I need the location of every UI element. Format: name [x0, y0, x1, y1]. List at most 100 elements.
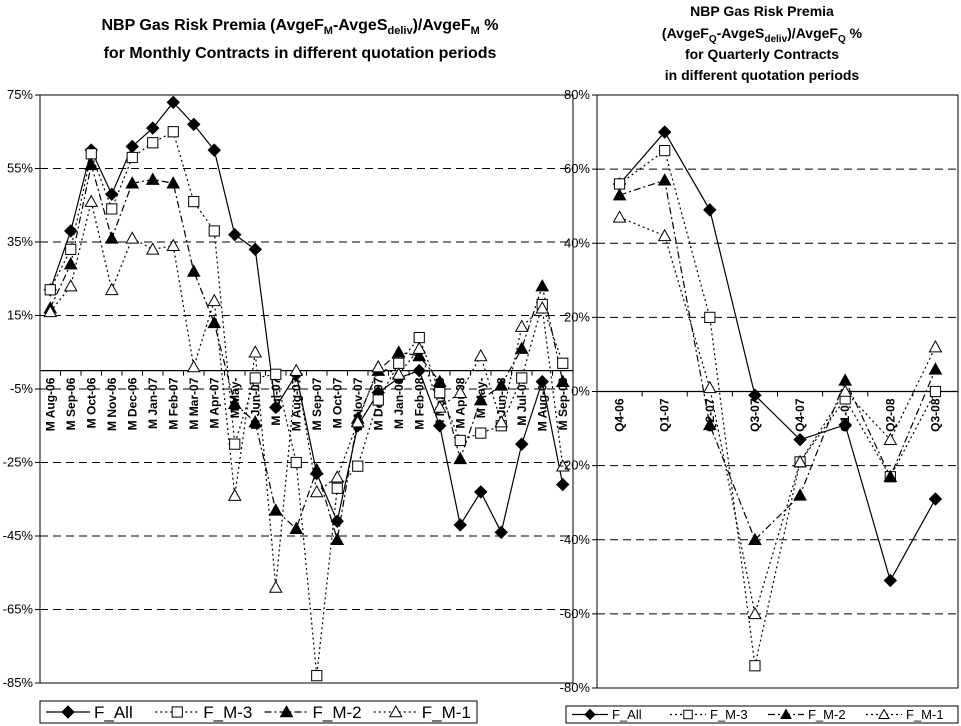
left-point-F_All: [535, 374, 549, 389]
right-point-F_M-3: [704, 311, 716, 323]
right-point-F_All: [657, 125, 672, 139]
left-point-F_M-1: [63, 279, 78, 292]
left-chart-title-line1: NBP Gas Risk Premia (AvgeFM-AvgeSdeliv)/…: [101, 17, 498, 37]
left-legend-marker-F_M-2: [279, 704, 294, 718]
left-point-F_M-1: [309, 484, 324, 498]
right-point-F_M-2: [793, 488, 807, 501]
left-chart-title-line2: for Monthly Contracts in different quota…: [104, 45, 497, 62]
left-point-F_M-3: [249, 372, 261, 384]
right-y-tick-label: 20%: [564, 309, 590, 324]
left-category-label: M Jan-08: [392, 377, 406, 429]
left-point-F_All: [228, 227, 242, 242]
left-point-F_All: [515, 437, 529, 451]
left-point-F_M-3: [413, 331, 425, 344]
left-point-F_M-1: [145, 242, 160, 255]
left-point-F_M-1: [412, 341, 427, 354]
right-chart-title-line3: for Quarterly Contracts: [685, 46, 839, 62]
right-point-F_M-1: [838, 384, 853, 397]
right-point-F_M-1: [657, 228, 672, 242]
left-point-F_M-3: [167, 126, 179, 138]
left-point-F_M-2: [473, 392, 488, 406]
left-point-F_M-3: [475, 427, 487, 439]
right-point-F_M-2: [612, 188, 627, 201]
left-point-F_M-3: [311, 670, 323, 682]
left-legend-label-F_M-1: F_M-1: [422, 703, 471, 722]
right-point-F_M-3: [749, 660, 761, 672]
left-point-F_M-1: [289, 363, 304, 376]
left-series-line-F_M-2: [49, 164, 564, 540]
left-y-tick-label: 15%: [7, 308, 33, 323]
left-point-F_M-2: [104, 231, 119, 244]
right-legend-label-F_All: F_All: [612, 707, 642, 722]
left-point-F_M-1: [555, 459, 570, 472]
left-point-F_All: [330, 514, 344, 529]
right-legend-marker-F_M-1: [878, 708, 890, 719]
left-legend-box: [39, 700, 478, 724]
left-point-F_All: [64, 224, 78, 238]
left-point-F_M-3: [188, 195, 200, 208]
right-legend-marker-F_All: [584, 708, 596, 721]
left-category-label: M Jul-08: [515, 377, 529, 425]
right-point-F_M-3: [929, 385, 942, 398]
left-series-line-F_All: [49, 101, 564, 535]
left-point-F_M-2: [514, 341, 529, 354]
left-point-F_M-1: [268, 580, 283, 593]
left-point-F_M-2: [186, 264, 201, 277]
left-point-F_M-2: [432, 374, 447, 387]
right-point-F_M-1: [702, 380, 717, 394]
left-point-F_M-2: [248, 415, 263, 428]
left-category-label: M Sep-06: [64, 377, 78, 430]
left-point-F_M-2: [227, 396, 242, 409]
left-legend-marker-F_All: [61, 705, 75, 719]
left-point-F_M-1: [125, 231, 140, 244]
right-point-F_All: [838, 418, 852, 432]
left-point-F_M-3: [44, 284, 56, 296]
left-y-tick-label: -65%: [3, 602, 34, 617]
left-category-label: M Jan-07: [146, 377, 160, 429]
left-y-tick-label: 35%: [7, 234, 33, 249]
right-point-F_M-2: [657, 173, 672, 186]
left-point-F_All: [494, 525, 508, 540]
right-legend-marker-F_M-3: [683, 709, 693, 720]
right-category-label: Q1-07: [658, 398, 672, 432]
right-legend-marker-F_M-2: [780, 708, 792, 719]
left-point-F_M-2: [412, 348, 427, 362]
left-category-label: M Nov-07: [351, 377, 365, 431]
left-point-F_M-2: [453, 451, 468, 465]
right-point-F_M-1: [793, 454, 807, 468]
right-chart-title-line1: NBP Gas Risk Premia: [690, 3, 834, 19]
left-legend-marker-F_M-1: [388, 704, 403, 718]
left-category-label: M Mar-07: [187, 377, 201, 429]
left-point-F_M-1: [350, 415, 365, 428]
left-category-label: M Apr-07: [207, 377, 221, 428]
right-category-label: Q3-08: [928, 398, 942, 432]
left-point-F_M-3: [372, 394, 384, 406]
right-point-F_All: [793, 432, 807, 447]
left-point-F_All: [105, 187, 119, 201]
left-point-F_M-3: [85, 148, 97, 160]
right-point-F_M-2: [883, 469, 898, 483]
right-point-F_M-1: [883, 432, 898, 445]
left-point-F_All: [412, 363, 426, 378]
left-y-tick-label: -5%: [10, 381, 34, 396]
left-category-label: M Apr-08: [453, 377, 467, 428]
left-point-F_All: [269, 400, 283, 415]
right-point-F_All: [748, 388, 762, 402]
left-point-F_M-3: [454, 434, 466, 447]
right-legend-box: [565, 705, 959, 724]
right-plot-area: 80% 60% 40% 20% 0% -20% -40% -60% -80% Q4-06 Q1-07…: [560, 87, 959, 695]
right-y-tick-label: 80%: [564, 87, 590, 102]
left-category-label: M Aug-07: [289, 377, 303, 431]
left-point-F_All: [248, 242, 262, 257]
left-point-F_M-1: [227, 488, 242, 501]
right-point-F_M-2: [928, 362, 943, 375]
left-point-F_M-1: [494, 415, 509, 428]
right-y-tick-label: -20%: [560, 458, 591, 473]
left-point-F_M-3: [516, 372, 528, 384]
left-point-F_M-1: [248, 345, 263, 358]
right-legend: F_All F_M-3 F_M-2 F_M-1: [565, 705, 959, 724]
left-category-label: M Dec-06: [125, 377, 139, 430]
right-point-F_All: [883, 573, 898, 588]
left-point-F_M-1: [391, 367, 406, 380]
left-point-F_M-2: [207, 315, 222, 329]
